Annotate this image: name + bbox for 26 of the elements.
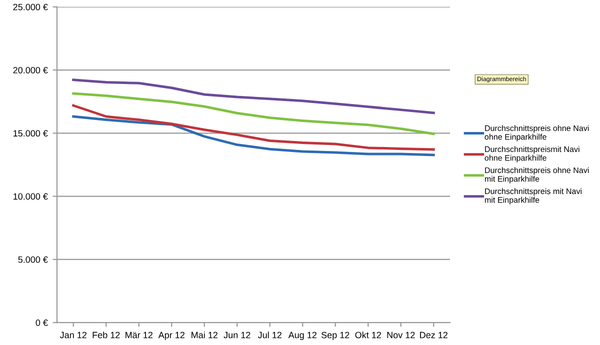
- line-series: [72, 92, 435, 136]
- x-tick-label: Okt 12: [355, 332, 381, 338]
- x-tick-label: Sep 12: [321, 332, 350, 340]
- y-tick-label: 20.000 €: [13, 67, 48, 74]
- line-series: [72, 115, 435, 156]
- legend-label: Durchschnittspreis mit Navi mit Einparkhilfe: [484, 188, 582, 204]
- line-series: [72, 104, 435, 151]
- y-tick-label: 25.000 €: [13, 4, 48, 10]
- x-tick-label: Mär 12: [126, 332, 152, 338]
- x-tick-label: Feb 12: [92, 332, 120, 338]
- x-tick-label: Jan 12: [60, 332, 86, 338]
- line-series: [72, 78, 435, 114]
- legend-label: Durchschnittspreis ohne Navi ohne Einparkhilfe: [484, 125, 589, 142]
- y-tick-label: 0 €: [36, 320, 48, 326]
- x-tick-label: Aug 12: [288, 332, 316, 340]
- legend-label: Durchschnittspreismit Navi ohne Einparkhilfe: [484, 146, 580, 162]
- x-tick-label: Jul 12: [258, 332, 282, 338]
- x-tick-label: Nov 12: [387, 332, 415, 338]
- y-tick-label: 10.000 €: [14, 193, 48, 200]
- legend-label: Durchschnittspreis ohne Navi mit Einparkhilfe: [484, 167, 589, 184]
- x-tick-label: Dez 12: [420, 332, 448, 338]
- y-tick-label: 5.000 €: [18, 256, 48, 263]
- x-tick-label: Mai 12: [192, 332, 218, 338]
- x-tick-label: Apr 12: [158, 332, 184, 340]
- y-tick-label: 15.000 €: [14, 130, 48, 137]
- x-tick-label: Jun 12: [224, 332, 250, 338]
